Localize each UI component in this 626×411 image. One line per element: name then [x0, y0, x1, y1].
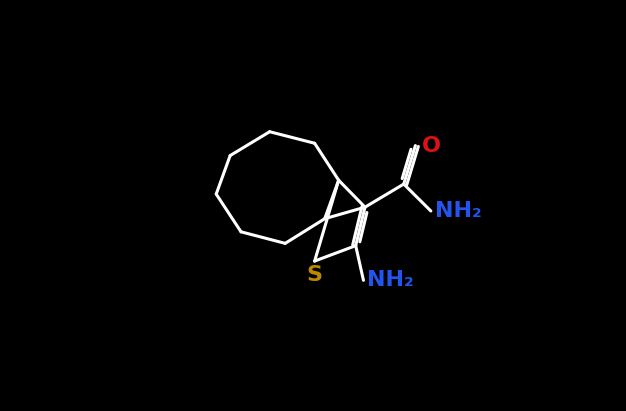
Text: NH₂: NH₂ [434, 201, 481, 221]
Text: O: O [421, 136, 441, 156]
Text: S: S [307, 265, 322, 285]
Text: NH₂: NH₂ [367, 270, 414, 290]
